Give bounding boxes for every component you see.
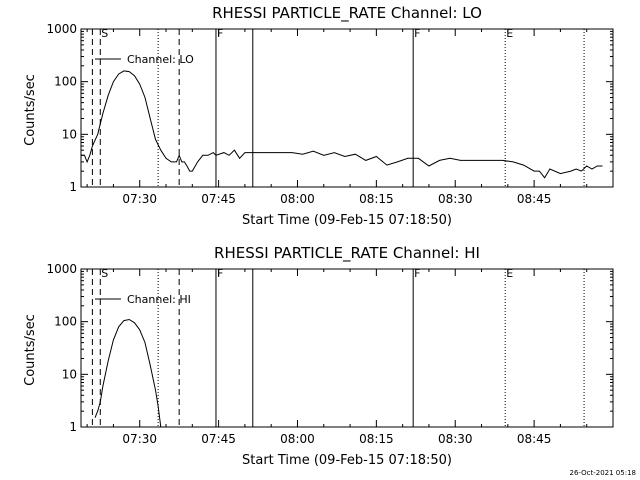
- y-tick-label: 1: [69, 420, 77, 434]
- x-tick-label: 07:45: [201, 432, 236, 446]
- panel-lo: RHESSI PARTICLE_RATE Channel: LO Start T…: [23, 4, 614, 228]
- x-tick-label: 08:15: [359, 192, 394, 206]
- x-axis-label: Start Time (09-Feb-15 07:18:50): [242, 213, 452, 228]
- marker-label: F: [414, 267, 420, 280]
- y-axis-label: Counts/sec: [23, 74, 38, 146]
- y-tick-label: 10: [62, 367, 77, 381]
- marker-label: F: [414, 27, 420, 40]
- chart-title: RHESSI PARTICLE_RATE Channel: LO: [212, 4, 482, 23]
- y-tick-label: 1000: [46, 262, 77, 276]
- legend-label: Channel: LO: [127, 53, 194, 66]
- marker-label: F: [217, 267, 223, 280]
- x-tick-label: 08:15: [359, 432, 394, 446]
- x-tick-label: 08:30: [438, 192, 473, 206]
- x-axis-label: Start Time (09-Feb-15 07:18:50): [242, 453, 452, 468]
- panel-hi: RHESSI PARTICLE_RATE Channel: HI Start T…: [23, 244, 614, 468]
- y-tick-label: 100: [54, 75, 77, 89]
- x-tick-label: 08:00: [280, 192, 315, 206]
- y-tick-label: 1: [69, 180, 77, 194]
- marker-label: S: [101, 267, 108, 280]
- marker-label: S: [101, 27, 108, 40]
- series-line: [81, 70, 603, 179]
- x-tick-label: 08:30: [438, 432, 473, 446]
- y-tick-label: 100: [54, 315, 77, 329]
- x-tick-label: 07:30: [122, 192, 157, 206]
- plot-frame: [80, 28, 614, 188]
- x-tick-label: 08:45: [517, 192, 552, 206]
- y-tick-label: 10: [62, 127, 77, 141]
- x-tick-label: 07:45: [201, 192, 236, 206]
- plot-frame: [80, 268, 614, 428]
- chart-title: RHESSI PARTICLE_RATE Channel: HI: [214, 244, 480, 263]
- y-axis-label: Counts/sec: [23, 314, 38, 386]
- marker-label: F: [217, 27, 223, 40]
- series-line: [94, 318, 162, 428]
- y-tick-label: 1000: [46, 22, 77, 36]
- x-tick-label: 08:00: [280, 432, 315, 446]
- timestamp: 26-Oct-2021 05:18: [570, 469, 636, 477]
- x-tick-label: 07:30: [122, 432, 157, 446]
- legend-label: Channel: HI: [127, 293, 191, 306]
- marker-label: E: [506, 267, 513, 280]
- marker-label: E: [506, 27, 513, 40]
- x-tick-label: 08:45: [517, 432, 552, 446]
